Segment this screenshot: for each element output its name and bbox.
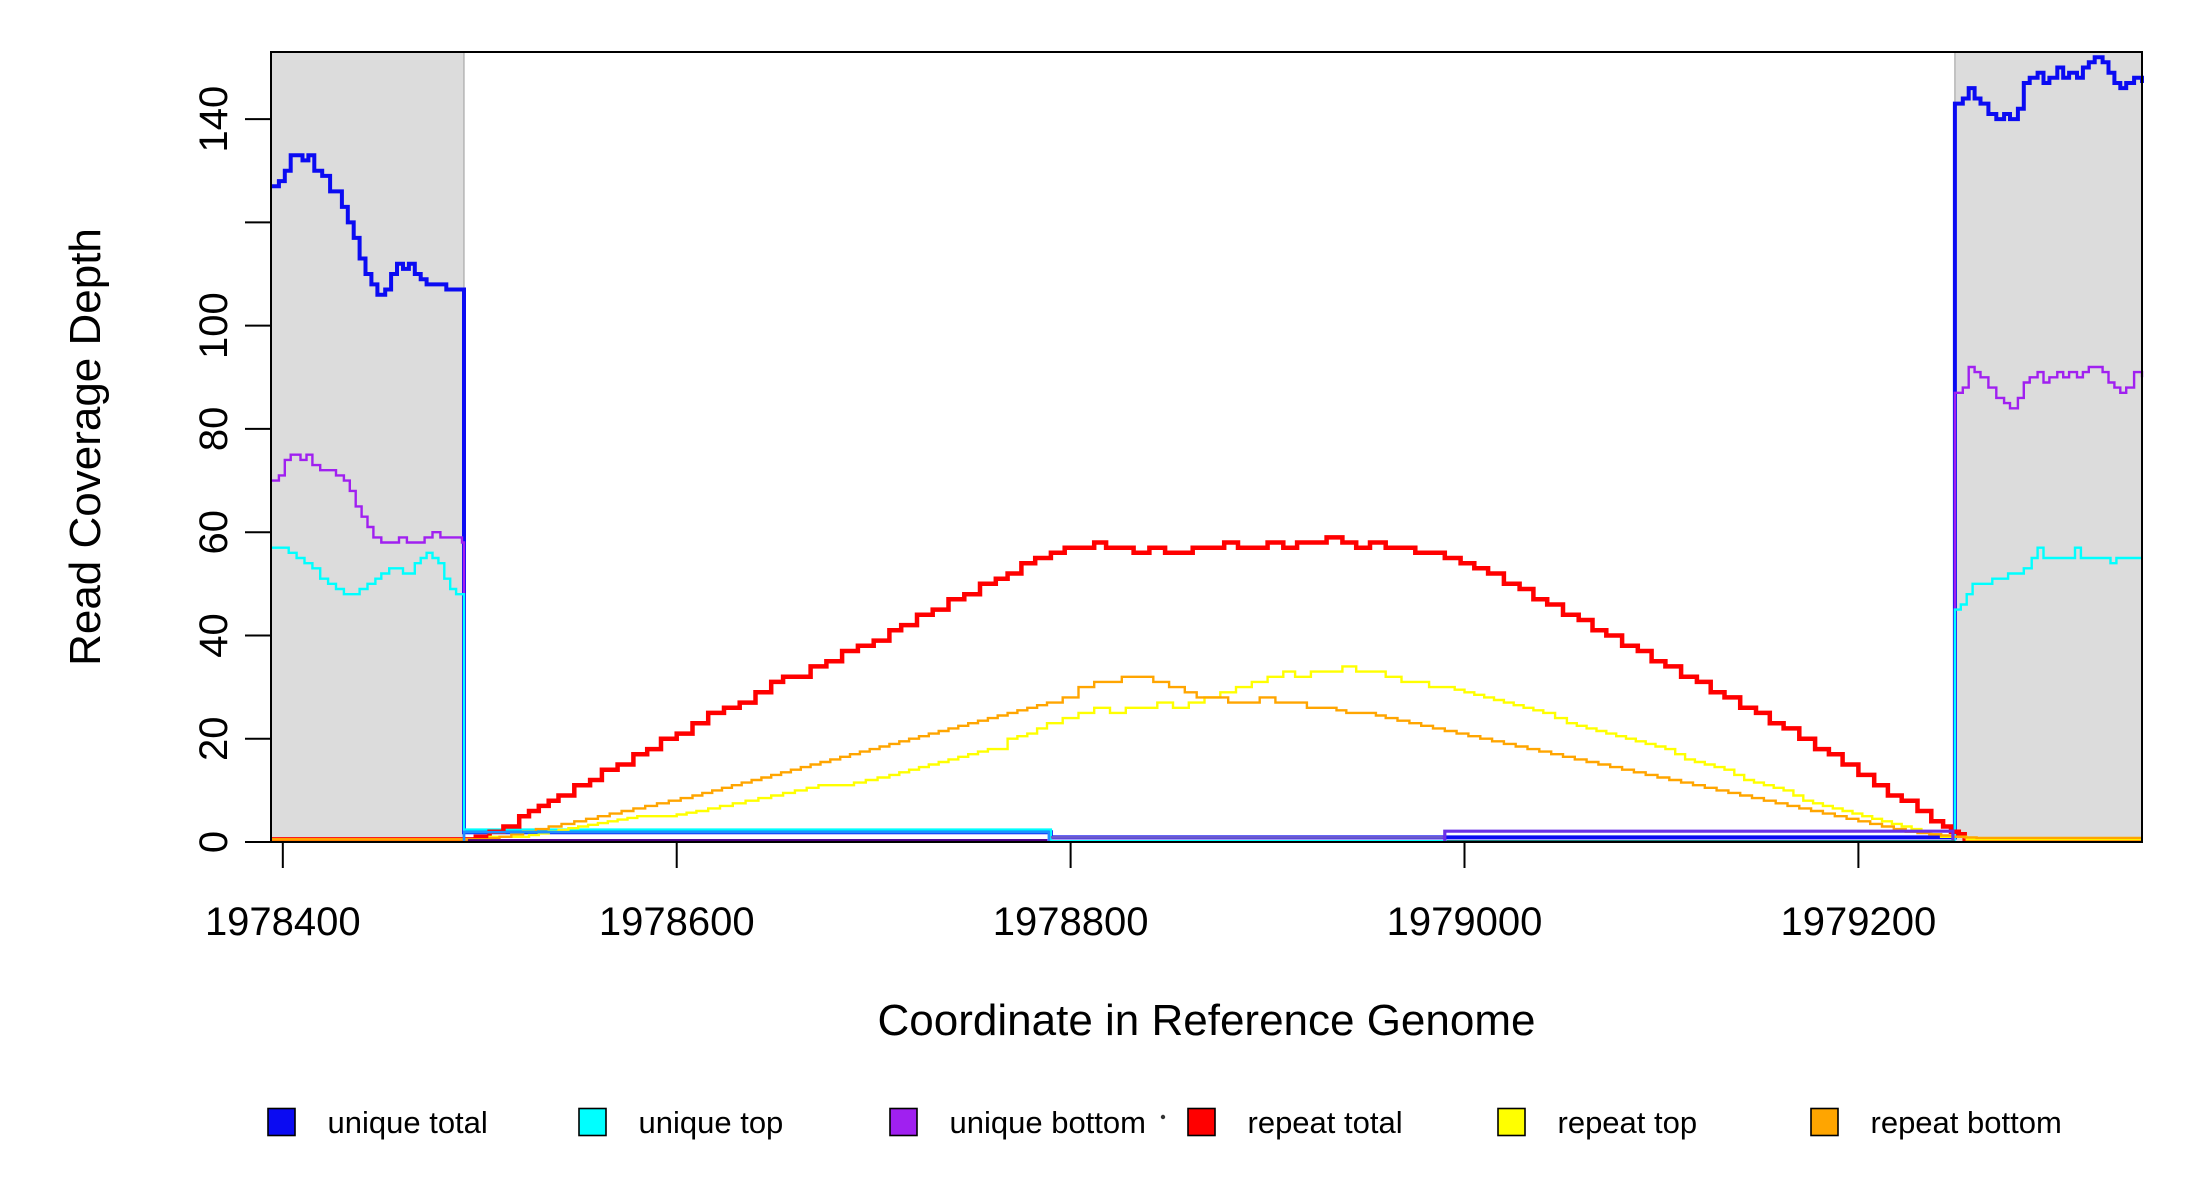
legend-label-unique-total: unique total: [328, 1105, 488, 1140]
x-tick-label: 1978600: [599, 900, 755, 944]
legend-swatch-unique-top: [578, 1107, 607, 1137]
legend-label-repeat-total: repeat total: [1248, 1105, 1403, 1140]
y-tick-label: 60: [192, 510, 236, 555]
legend-swatch-repeat-top: [1497, 1107, 1526, 1137]
legend-swatch-repeat-bottom: [1810, 1107, 1839, 1137]
plot-box: [270, 51, 2143, 843]
right-unique-box-outline: [1443, 829, 1955, 841]
legend-swatch-repeat-total: [1187, 1107, 1216, 1137]
series-repeat-top: [271, 665, 2142, 841]
y-tick-label: 0: [192, 831, 236, 853]
legend-dot-artifact: [1160, 1114, 1166, 1120]
right-flank-unique-region: [1954, 51, 2143, 843]
y-tick-label: 80: [192, 407, 236, 452]
legend-label-repeat-bottom: repeat bottom: [1871, 1105, 2062, 1140]
y-tick-label: 20: [192, 716, 236, 761]
left-flank-unique-region: [270, 51, 465, 843]
y-tick-label: 40: [192, 613, 236, 658]
x-axis-title: Coordinate in Reference Genome: [878, 996, 1536, 1045]
legend-label-unique-bottom: unique bottom: [950, 1105, 1146, 1140]
y-axis-title: Read Coverage Depth: [61, 228, 110, 666]
series-repeat-total: [271, 535, 2142, 842]
legend-label-repeat-top: repeat top: [1558, 1105, 1698, 1140]
x-tick-label: 1979200: [1781, 900, 1937, 944]
legend-swatch-unique-total: [267, 1107, 296, 1137]
x-tick-label: 1978400: [205, 900, 361, 944]
series-repeat-bottom: [271, 675, 2142, 841]
x-tick-label: 1979000: [1387, 900, 1543, 944]
x-tick-label: 1978800: [993, 900, 1149, 944]
left-unique-box-outline: [462, 830, 1051, 841]
y-tick-label: 100: [192, 292, 236, 359]
legend-label-unique-top: unique top: [639, 1105, 784, 1140]
legend-swatch-unique-bottom: [889, 1107, 918, 1137]
y-tick-label: 140: [192, 86, 236, 153]
